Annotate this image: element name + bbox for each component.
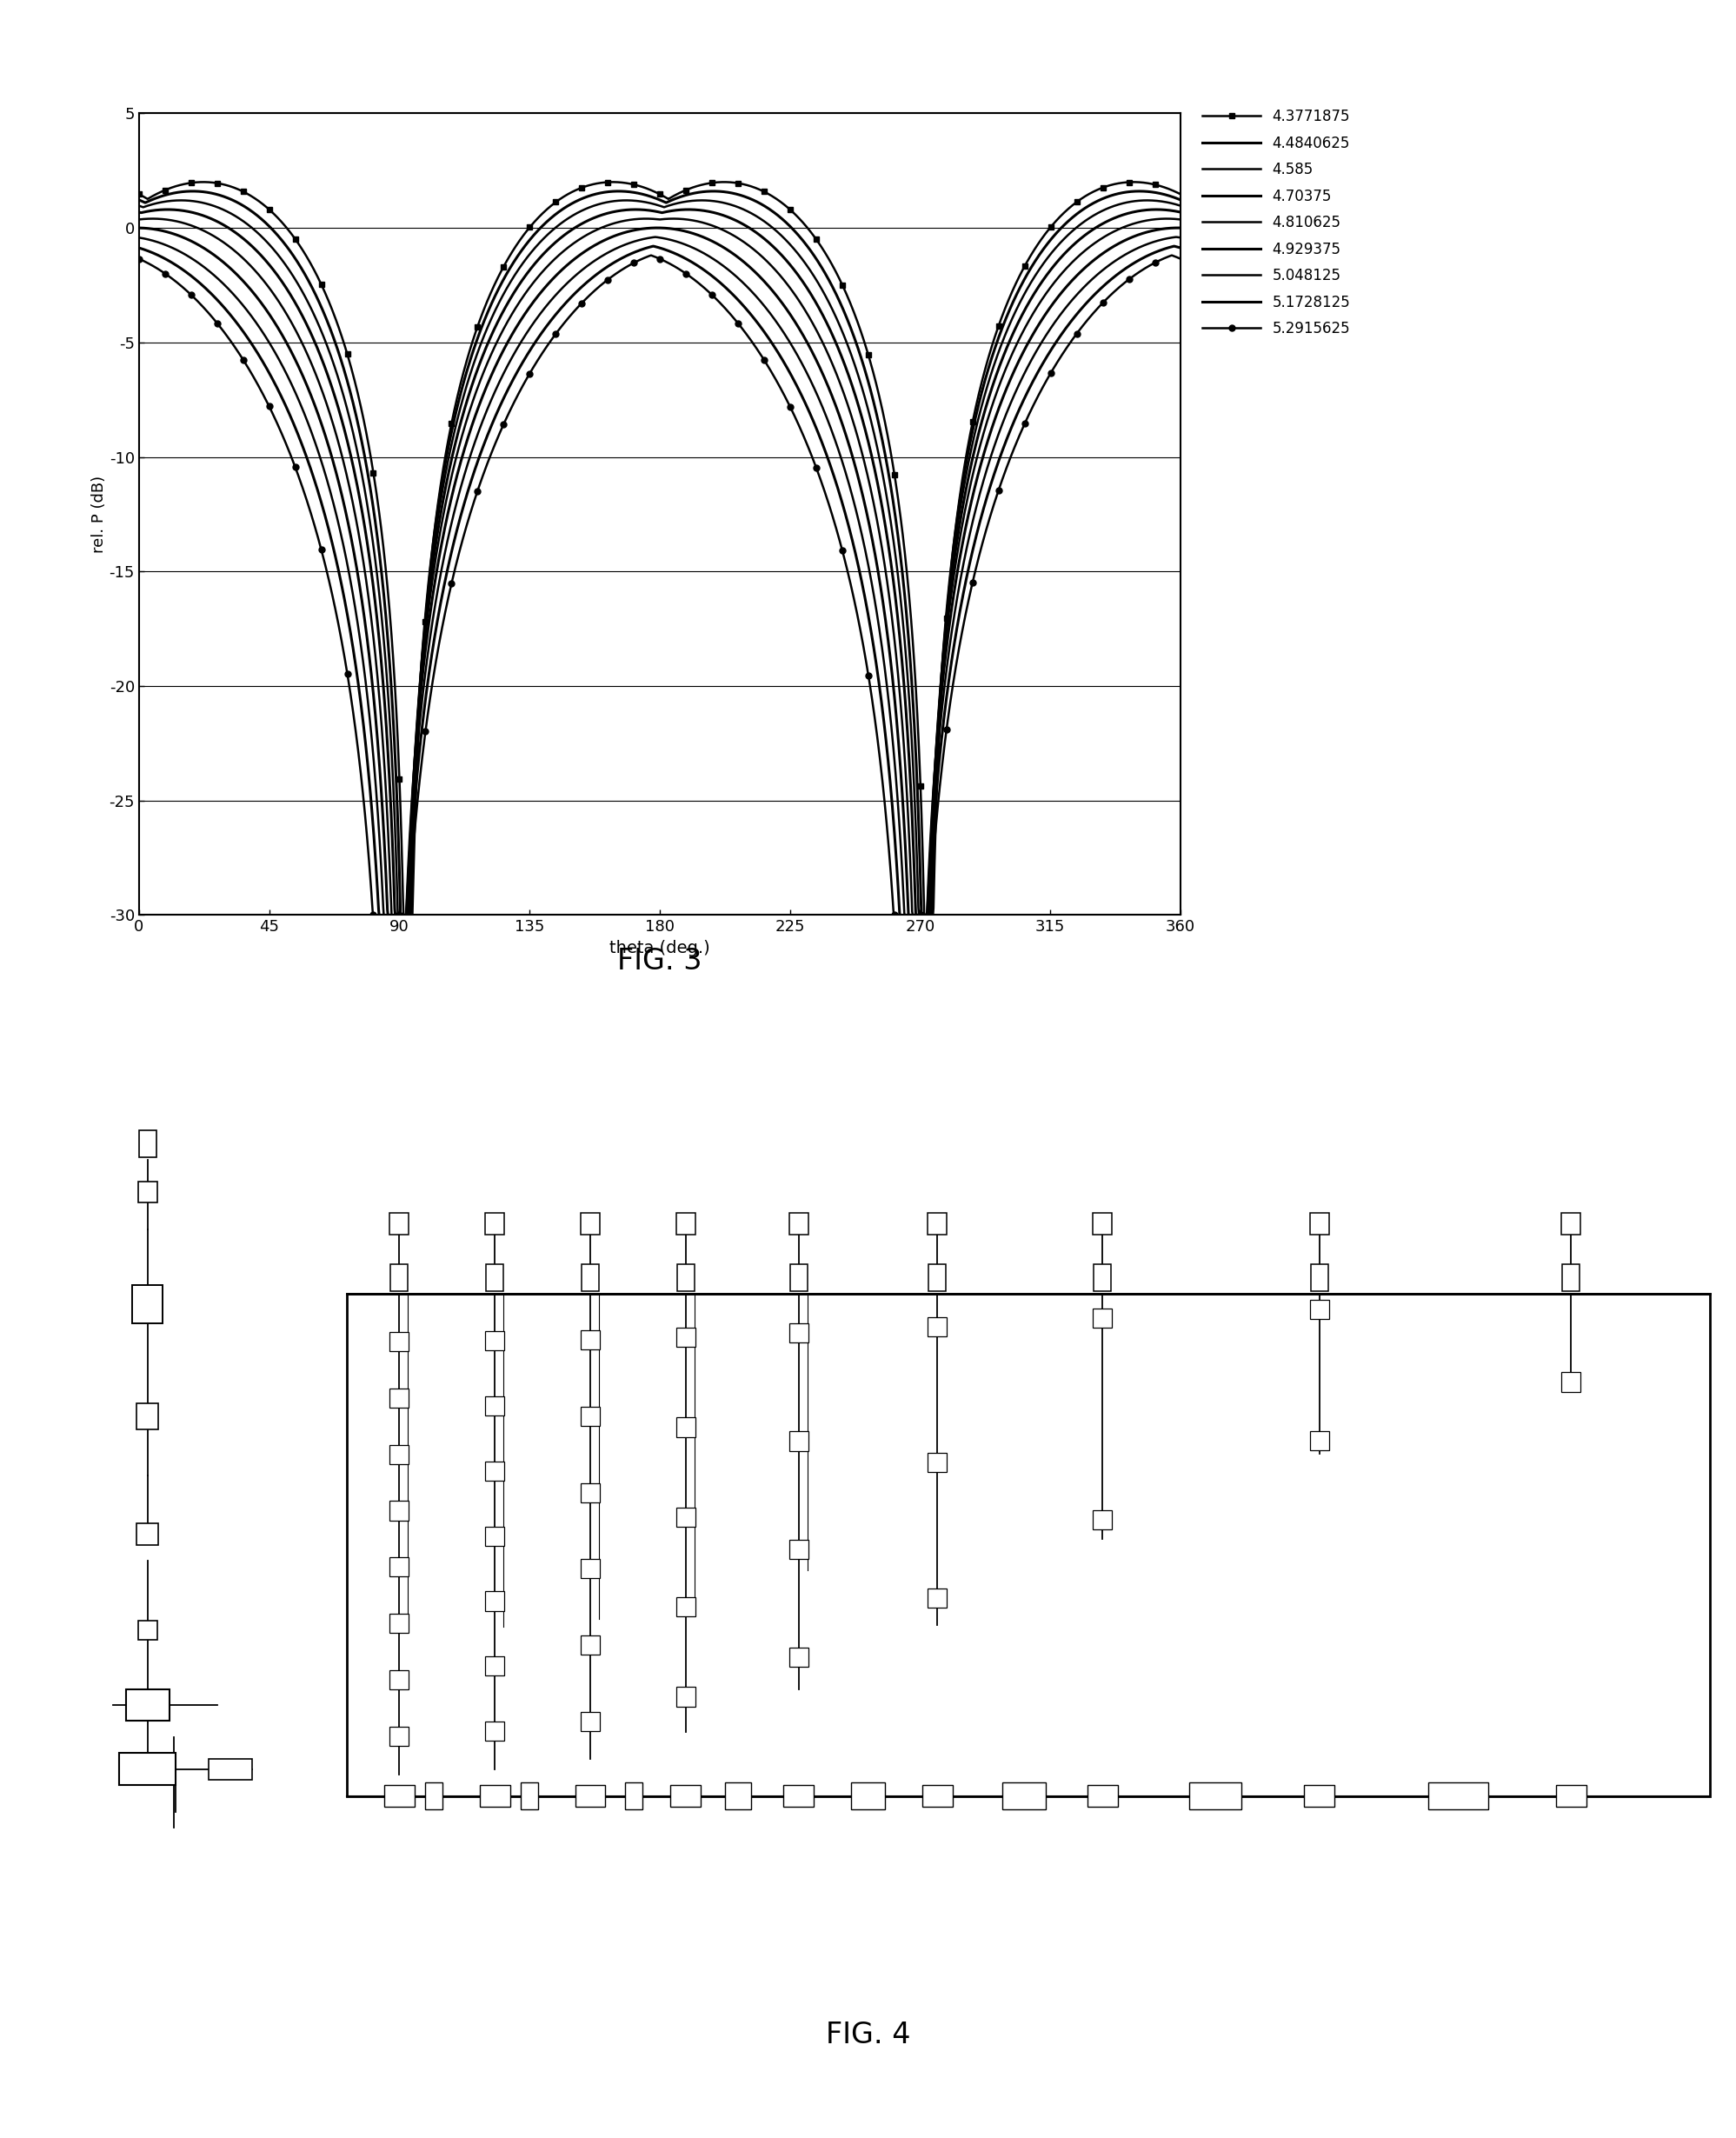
Bar: [575, 1785, 606, 1807]
Bar: [391, 1264, 408, 1291]
Bar: [1309, 1432, 1328, 1450]
Bar: [675, 1328, 694, 1347]
Bar: [1094, 1509, 1111, 1529]
Bar: [120, 1753, 175, 1785]
Bar: [1562, 1264, 1580, 1291]
Bar: [580, 1713, 599, 1732]
Bar: [1094, 1214, 1111, 1236]
Bar: [783, 1785, 814, 1807]
Bar: [484, 1332, 503, 1351]
Bar: [137, 1522, 158, 1544]
Bar: [389, 1556, 408, 1576]
Bar: [389, 1501, 408, 1520]
Bar: [1309, 1300, 1328, 1319]
Bar: [675, 1417, 694, 1437]
Bar: [927, 1589, 948, 1608]
Bar: [389, 1728, 408, 1745]
Bar: [582, 1264, 599, 1291]
Bar: [208, 1757, 252, 1779]
Bar: [1094, 1308, 1111, 1328]
Text: FIG. 4: FIG. 4: [826, 2020, 910, 2048]
Bar: [139, 1131, 156, 1157]
Bar: [675, 1507, 694, 1527]
Legend: 4.3771875, 4.4840625, 4.585, 4.70375, 4.810625, 4.929375, 5.048125, 5.1728125, 5: 4.3771875, 4.4840625, 4.585, 4.70375, 4.…: [1198, 105, 1354, 342]
Bar: [484, 1214, 503, 1236]
Bar: [425, 1783, 443, 1809]
Text: FIG. 3: FIG. 3: [618, 947, 701, 975]
Bar: [580, 1407, 599, 1426]
Bar: [580, 1636, 599, 1655]
Y-axis label: rel. P (dB): rel. P (dB): [90, 475, 106, 554]
Bar: [137, 1180, 156, 1202]
Bar: [389, 1670, 408, 1689]
Bar: [788, 1323, 807, 1343]
Bar: [788, 1648, 807, 1668]
Bar: [389, 1332, 408, 1351]
Bar: [1304, 1785, 1335, 1807]
Bar: [484, 1527, 503, 1546]
Bar: [927, 1454, 948, 1473]
Bar: [484, 1396, 503, 1415]
Bar: [1555, 1785, 1587, 1807]
Bar: [724, 1783, 750, 1809]
Bar: [675, 1214, 694, 1236]
Bar: [1189, 1783, 1241, 1809]
Bar: [125, 1689, 168, 1721]
Bar: [484, 1721, 503, 1740]
Bar: [479, 1785, 510, 1807]
Bar: [922, 1785, 953, 1807]
Bar: [580, 1214, 599, 1236]
Bar: [484, 1462, 503, 1482]
Bar: [132, 1285, 163, 1323]
Bar: [486, 1264, 503, 1291]
Bar: [384, 1785, 415, 1807]
Bar: [484, 1591, 503, 1610]
Bar: [675, 1687, 694, 1706]
Bar: [625, 1783, 642, 1809]
Bar: [137, 1403, 158, 1430]
Bar: [521, 1783, 538, 1809]
Bar: [580, 1559, 599, 1578]
Bar: [790, 1264, 807, 1291]
Bar: [929, 1264, 946, 1291]
Bar: [1002, 1783, 1045, 1809]
Bar: [788, 1214, 807, 1236]
Bar: [677, 1264, 694, 1291]
Bar: [1562, 1214, 1580, 1236]
Bar: [1562, 1373, 1580, 1392]
Bar: [580, 1484, 599, 1503]
Bar: [580, 1330, 599, 1349]
Bar: [389, 1214, 408, 1236]
Bar: [1427, 1783, 1488, 1809]
Bar: [788, 1539, 807, 1559]
Bar: [347, 1293, 1710, 1796]
Bar: [389, 1388, 408, 1407]
Bar: [851, 1783, 885, 1809]
Bar: [788, 1432, 807, 1452]
Bar: [137, 1621, 156, 1640]
Bar: [675, 1597, 694, 1616]
Bar: [1094, 1264, 1111, 1291]
Bar: [389, 1614, 408, 1633]
Bar: [1087, 1785, 1118, 1807]
Bar: [1309, 1214, 1328, 1236]
Bar: [927, 1317, 948, 1336]
Bar: [389, 1445, 408, 1465]
X-axis label: theta (deg.): theta (deg.): [609, 941, 710, 956]
Bar: [927, 1214, 948, 1236]
Bar: [484, 1657, 503, 1676]
Bar: [670, 1785, 701, 1807]
Bar: [1311, 1264, 1328, 1291]
